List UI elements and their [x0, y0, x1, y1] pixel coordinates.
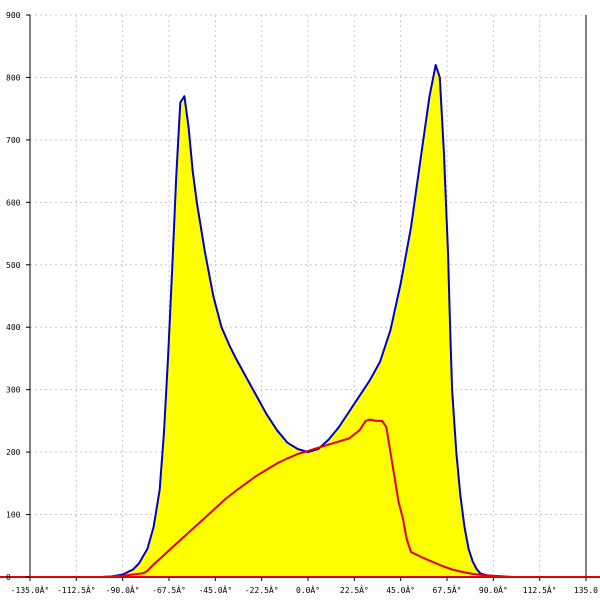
- tick-label-layer: 0 100 200 300 400 500 600 700 800 900 -135.0Â° -112…: [6, 11, 598, 595]
- x-tick-label: 135.0: [574, 586, 598, 595]
- y-tick-label: 100: [6, 511, 21, 520]
- series-line: [102, 418, 514, 578]
- y-tick-label: 700: [6, 136, 21, 145]
- y-tick-label: 400: [6, 323, 21, 332]
- y-tick-label: 600: [6, 198, 21, 207]
- series-layer: [102, 64, 514, 578]
- y-tick-label: 200: [6, 448, 21, 457]
- axes-layer: [0, 14, 600, 581]
- x-tick-label: -112.5Â°: [57, 584, 96, 595]
- x-tick-label: -135.0Â°: [11, 584, 50, 595]
- y-tick-label: 300: [6, 386, 21, 395]
- x-tick-label: 45.0Â°: [386, 584, 415, 595]
- x-tick-label: 67.5Â°: [433, 584, 462, 595]
- x-tick-label: 22.5Â°: [340, 584, 369, 595]
- x-tick-label: 112.5Â°: [523, 584, 557, 595]
- series-outline-line: [102, 64, 514, 578]
- y-tick-label: 0: [6, 573, 11, 582]
- y-tick-label: 500: [6, 261, 21, 270]
- x-tick-label: -22.5Â°: [245, 584, 279, 595]
- x-tick-label: -45.0Â°: [198, 584, 232, 595]
- series-area-fill: [102, 65, 514, 577]
- y-tick-label: 800: [6, 73, 21, 82]
- x-tick-label: 0.0Â°: [296, 584, 320, 595]
- x-tick-label: -90.0Â°: [106, 584, 140, 595]
- x-tick-label: -67.5Â°: [152, 584, 186, 595]
- x-tick-label: 90.0Â°: [479, 584, 508, 595]
- y-tick-label: 900: [6, 11, 21, 20]
